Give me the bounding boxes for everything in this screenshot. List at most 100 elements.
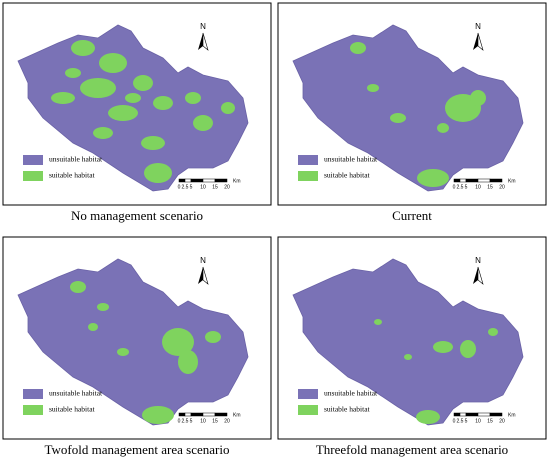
legend-swatch: [23, 405, 43, 415]
suitable-patch: [470, 90, 486, 106]
suitable-patch: [460, 340, 476, 358]
north-arrow: [202, 32, 209, 51]
suitable-patch: [390, 113, 406, 123]
north-label: N: [475, 256, 481, 265]
suitable-patch: [133, 75, 153, 91]
scale-label: 0: [453, 184, 456, 190]
suitable-patch: [141, 136, 165, 150]
scale-label: 20: [499, 184, 505, 190]
scale-label: 0: [453, 418, 456, 424]
suitable-patch: [374, 319, 382, 325]
scale-label: 5: [465, 184, 468, 190]
legend-label: suitable habitat: [324, 171, 371, 180]
scale-label: 15: [212, 184, 218, 190]
scale-label: 0: [178, 418, 181, 424]
suitable-patch: [117, 348, 129, 356]
scale-segment: [465, 412, 479, 417]
suitable-patch: [108, 105, 138, 121]
scale-segment: [202, 412, 216, 417]
scale-segment: [459, 412, 467, 417]
suitable-patch: [193, 115, 213, 131]
north-arrow: [198, 33, 203, 50]
legend-label: suitable habitat: [49, 171, 96, 180]
legend-swatch: [298, 405, 318, 415]
suitable-patch: [153, 96, 173, 110]
suitable-patch: [162, 328, 194, 356]
suitable-patch: [367, 84, 379, 92]
scale-label: 5: [190, 184, 193, 190]
scale-segment: [477, 412, 491, 417]
panel-caption: Threefold management area scenario: [316, 442, 508, 457]
suitable-patch: [97, 303, 109, 311]
study-area: [292, 24, 524, 192]
legend-label: suitable habitat: [324, 405, 371, 414]
scale-segment: [202, 178, 216, 183]
scale-label: 15: [487, 184, 493, 190]
scale-segment: [459, 178, 467, 183]
legend-swatch: [23, 155, 43, 165]
legend-label: unsuitable habitat: [324, 155, 378, 164]
suitable-patch: [99, 53, 127, 73]
north-label: N: [475, 22, 481, 31]
panel-caption: No management scenario: [71, 208, 203, 223]
scale-label: 2.5: [182, 184, 189, 190]
suitable-patch: [416, 410, 440, 424]
north-arrow: [473, 267, 478, 284]
scale-unit: Km: [233, 178, 241, 184]
suitable-patch: [71, 40, 95, 56]
scale-segment: [453, 412, 461, 417]
scale-label: 5: [190, 418, 193, 424]
suitable-patch: [350, 42, 366, 54]
legend-label: unsuitable habitat: [49, 155, 103, 164]
suitable-patch: [51, 92, 75, 104]
suitable-patch: [488, 328, 498, 336]
suitable-patch: [80, 78, 116, 98]
scale-label: 20: [224, 184, 230, 190]
study-area: [17, 258, 249, 426]
scale-label: 10: [200, 418, 206, 424]
north-label: N: [200, 22, 206, 31]
suitable-patch: [437, 123, 449, 133]
scale-label: 10: [475, 418, 481, 424]
suitable-patch: [205, 331, 221, 343]
north-label: N: [200, 256, 206, 265]
scale-segment: [184, 178, 192, 183]
scale-label: 15: [212, 418, 218, 424]
study-area: [292, 258, 524, 426]
suitable-patch: [417, 169, 449, 187]
suitable-patch: [404, 354, 412, 360]
legend-swatch: [298, 389, 318, 399]
scale-segment: [184, 412, 192, 417]
legend-label: unsuitable habitat: [324, 389, 378, 398]
suitable-patch: [221, 102, 235, 114]
scale-label: 20: [499, 418, 505, 424]
suitable-patch: [144, 163, 172, 183]
scale-segment: [190, 412, 204, 417]
scale-label: 5: [465, 418, 468, 424]
scale-unit: Km: [233, 412, 241, 418]
scale-segment: [214, 412, 228, 417]
north-arrow: [198, 267, 203, 284]
suitable-patch: [142, 406, 174, 424]
scale-label: 10: [475, 184, 481, 190]
north-arrow: [477, 266, 484, 285]
scale-label: 15: [487, 418, 493, 424]
scale-segment: [477, 178, 491, 183]
scale-segment: [489, 412, 503, 417]
scale-label: 10: [200, 184, 206, 190]
scale-segment: [190, 178, 204, 183]
legend-swatch: [23, 171, 43, 181]
suitable-patch: [125, 93, 141, 103]
north-arrow: [473, 33, 478, 50]
panel-caption: Twofold management area scenario: [45, 442, 230, 457]
scale-unit: Km: [508, 412, 516, 418]
suitable-patch: [93, 127, 113, 139]
scale-label: 2.5: [457, 418, 464, 424]
scale-segment: [214, 178, 228, 183]
scale-segment: [178, 412, 186, 417]
scale-segment: [465, 178, 479, 183]
